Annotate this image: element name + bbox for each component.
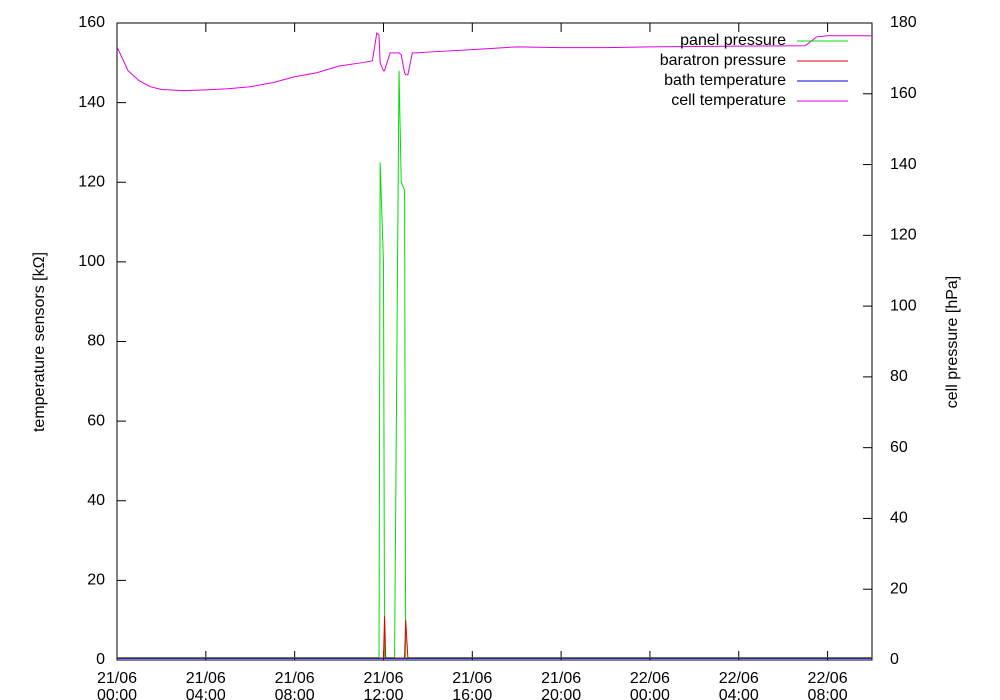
y2-tick-label: 120 bbox=[890, 227, 917, 244]
x-tick-label: 21/06 04:00 bbox=[185, 670, 226, 700]
y-tick-label: 120 bbox=[78, 173, 105, 190]
y2-tick-label: 80 bbox=[890, 368, 908, 385]
legend-label: cell temperature bbox=[671, 92, 786, 109]
y2-tick-label: 140 bbox=[890, 156, 917, 173]
x-tick-label: 21/06 16:00 bbox=[452, 670, 493, 700]
plot-frame bbox=[116, 22, 873, 661]
y-tick-label: 60 bbox=[87, 412, 105, 429]
y-tick-label: 40 bbox=[87, 492, 105, 509]
x-tick-label: 22/06 08:00 bbox=[807, 670, 848, 700]
legend-label: baratron pressure bbox=[660, 52, 786, 69]
legend-label: panel pressure bbox=[680, 32, 786, 49]
x-tick-label: 21/06 08:00 bbox=[274, 670, 315, 700]
y-tick-label: 160 bbox=[78, 14, 105, 31]
series-line bbox=[117, 616, 872, 659]
y-tick-label: 100 bbox=[78, 253, 105, 270]
y2-axis-label: cell pressure [hPa] bbox=[944, 276, 961, 409]
x-tick-label: 21/06 00:00 bbox=[96, 670, 138, 700]
y2-tick-label: 180 bbox=[890, 14, 917, 31]
series-line bbox=[116, 31, 872, 92]
y2-tick-label: 60 bbox=[890, 439, 908, 456]
x-tick-label: 22/06 00:00 bbox=[629, 670, 670, 700]
y2-tick-label: 40 bbox=[890, 510, 908, 527]
y2-tick-label: 100 bbox=[890, 297, 917, 314]
series-line bbox=[117, 70, 872, 659]
legend-label: bath temperature bbox=[664, 72, 786, 89]
x-tick-label: 21/06 12:00 bbox=[363, 670, 404, 700]
x-tick-label: 21/06 20:00 bbox=[541, 670, 582, 700]
y2-tick-label: 20 bbox=[890, 580, 908, 597]
x-tick-label: 22/06 04:00 bbox=[718, 670, 759, 700]
y-tick-label: 20 bbox=[87, 572, 105, 589]
y2-tick-label: 160 bbox=[890, 85, 917, 102]
y-axis-label: temperature sensors [kΩ] bbox=[31, 252, 48, 432]
y-tick-label: 140 bbox=[78, 94, 105, 111]
y-tick-label: 80 bbox=[87, 333, 105, 350]
y-tick-label: 0 bbox=[96, 651, 105, 668]
y2-tick-label: 0 bbox=[890, 651, 899, 668]
